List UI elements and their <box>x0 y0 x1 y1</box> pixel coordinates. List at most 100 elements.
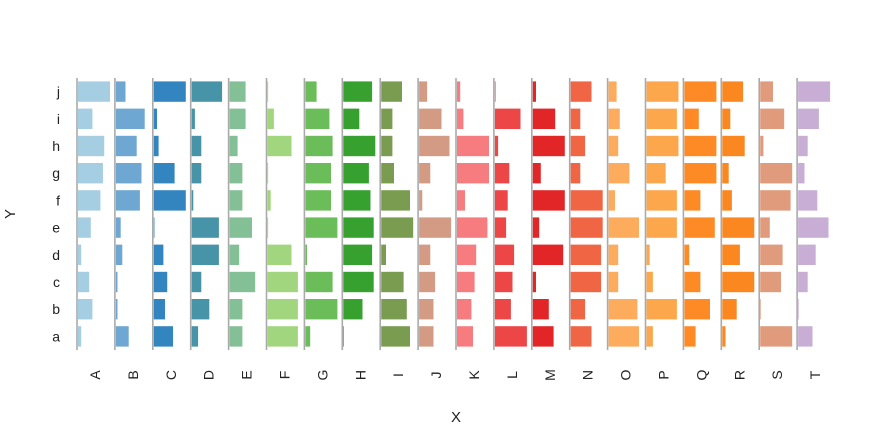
bar-S-e <box>760 217 770 238</box>
bar-P-g <box>646 163 666 184</box>
bar-B-f <box>115 190 140 211</box>
bar-G-d <box>305 244 307 265</box>
bar-H-c <box>343 271 374 293</box>
x-tick-label-C: C <box>163 370 179 380</box>
bar-S-i <box>760 108 785 129</box>
bar-A-c <box>78 271 90 293</box>
bar-K-a <box>457 326 473 347</box>
bar-J-a <box>419 326 434 347</box>
panel-Q <box>682 78 717 350</box>
bar-J-j <box>419 81 428 102</box>
x-tick-label-K: K <box>466 370 482 380</box>
bar-O-d <box>608 244 619 265</box>
bar-O-f <box>608 190 615 211</box>
x-tick-label-T: T <box>807 370 823 379</box>
bar-D-e <box>191 217 219 238</box>
panel-N <box>568 78 603 350</box>
bar-B-g <box>115 163 142 184</box>
bar-O-c <box>608 271 619 293</box>
bar-E-a <box>229 326 243 347</box>
bar-C-g <box>153 163 175 184</box>
bar-H-g <box>343 163 369 184</box>
bar-S-f <box>760 190 791 211</box>
bar-N-h <box>570 135 586 157</box>
bar-F-a <box>267 326 298 347</box>
bar-R-d <box>722 244 740 265</box>
panel-O <box>606 78 639 350</box>
bar-P-a <box>646 326 653 347</box>
y-tick-label-e: e <box>52 220 60 236</box>
bar-F-c <box>267 271 298 293</box>
bar-T-f <box>798 190 818 211</box>
bar-A-d <box>78 244 82 265</box>
bar-D-c <box>191 271 202 293</box>
panel-K <box>455 78 489 350</box>
bar-T-a <box>798 326 813 347</box>
bar-N-d <box>570 244 602 265</box>
bar-A-i <box>78 108 93 129</box>
bar-E-j <box>229 81 246 102</box>
panel-F <box>265 78 298 350</box>
bar-N-e <box>570 217 603 238</box>
panel-P <box>644 78 679 350</box>
bar-P-c <box>646 271 653 293</box>
bar-F-e <box>267 217 269 238</box>
bar-D-j <box>191 81 223 102</box>
bar-J-g <box>419 163 431 184</box>
bar-E-b <box>229 299 243 320</box>
bar-J-b <box>419 299 434 320</box>
bar-E-f <box>229 190 243 211</box>
bar-H-j <box>343 81 373 102</box>
panel-C <box>152 78 186 350</box>
panel-A <box>76 78 110 350</box>
bar-B-j <box>115 81 126 102</box>
x-tick-label-N: N <box>580 370 596 380</box>
bar-T-e <box>798 217 829 238</box>
bar-Q-b <box>684 299 710 320</box>
bar-L-f <box>494 190 508 211</box>
bar-I-h <box>381 135 393 157</box>
bar-Q-a <box>684 326 696 347</box>
bar-T-d <box>798 244 816 265</box>
bar-E-g <box>229 163 243 184</box>
bar-H-a <box>343 326 344 347</box>
bar-I-f <box>381 190 410 211</box>
bar-T-b <box>798 299 799 320</box>
bar-J-f <box>419 190 423 211</box>
bar-O-h <box>608 135 619 157</box>
bar-A-e <box>78 217 91 238</box>
bar-T-i <box>798 108 819 129</box>
bar-P-i <box>646 108 677 129</box>
bar-L-b <box>494 299 511 320</box>
bar-C-b <box>153 299 165 320</box>
bar-A-a <box>78 326 82 347</box>
panel-D <box>189 78 223 350</box>
bar-J-i <box>419 108 442 129</box>
y-tick-label-d: d <box>52 247 60 263</box>
bar-F-j <box>267 81 269 102</box>
bar-M-g <box>532 163 541 184</box>
bar-I-a <box>381 326 410 347</box>
bar-F-d <box>267 244 292 265</box>
panel-E <box>227 78 256 350</box>
bar-B-i <box>115 108 145 129</box>
bar-R-i <box>722 108 731 129</box>
bar-F-f <box>267 190 271 211</box>
bar-M-h <box>532 135 565 157</box>
bar-R-j <box>722 81 744 102</box>
bar-N-a <box>570 326 592 347</box>
bar-E-c <box>229 271 256 293</box>
x-tick-label-Q: Q <box>693 369 709 380</box>
bar-K-b <box>457 299 472 320</box>
bar-E-e <box>229 217 252 238</box>
bar-N-g <box>570 163 581 184</box>
bar-P-b <box>646 299 677 320</box>
x-tick-label-D: D <box>201 370 217 380</box>
x-tick-label-F: F <box>277 371 293 380</box>
bar-R-a <box>722 326 726 347</box>
bar-C-a <box>153 326 173 347</box>
bar-S-c <box>760 271 781 293</box>
bar-P-d <box>646 244 650 265</box>
